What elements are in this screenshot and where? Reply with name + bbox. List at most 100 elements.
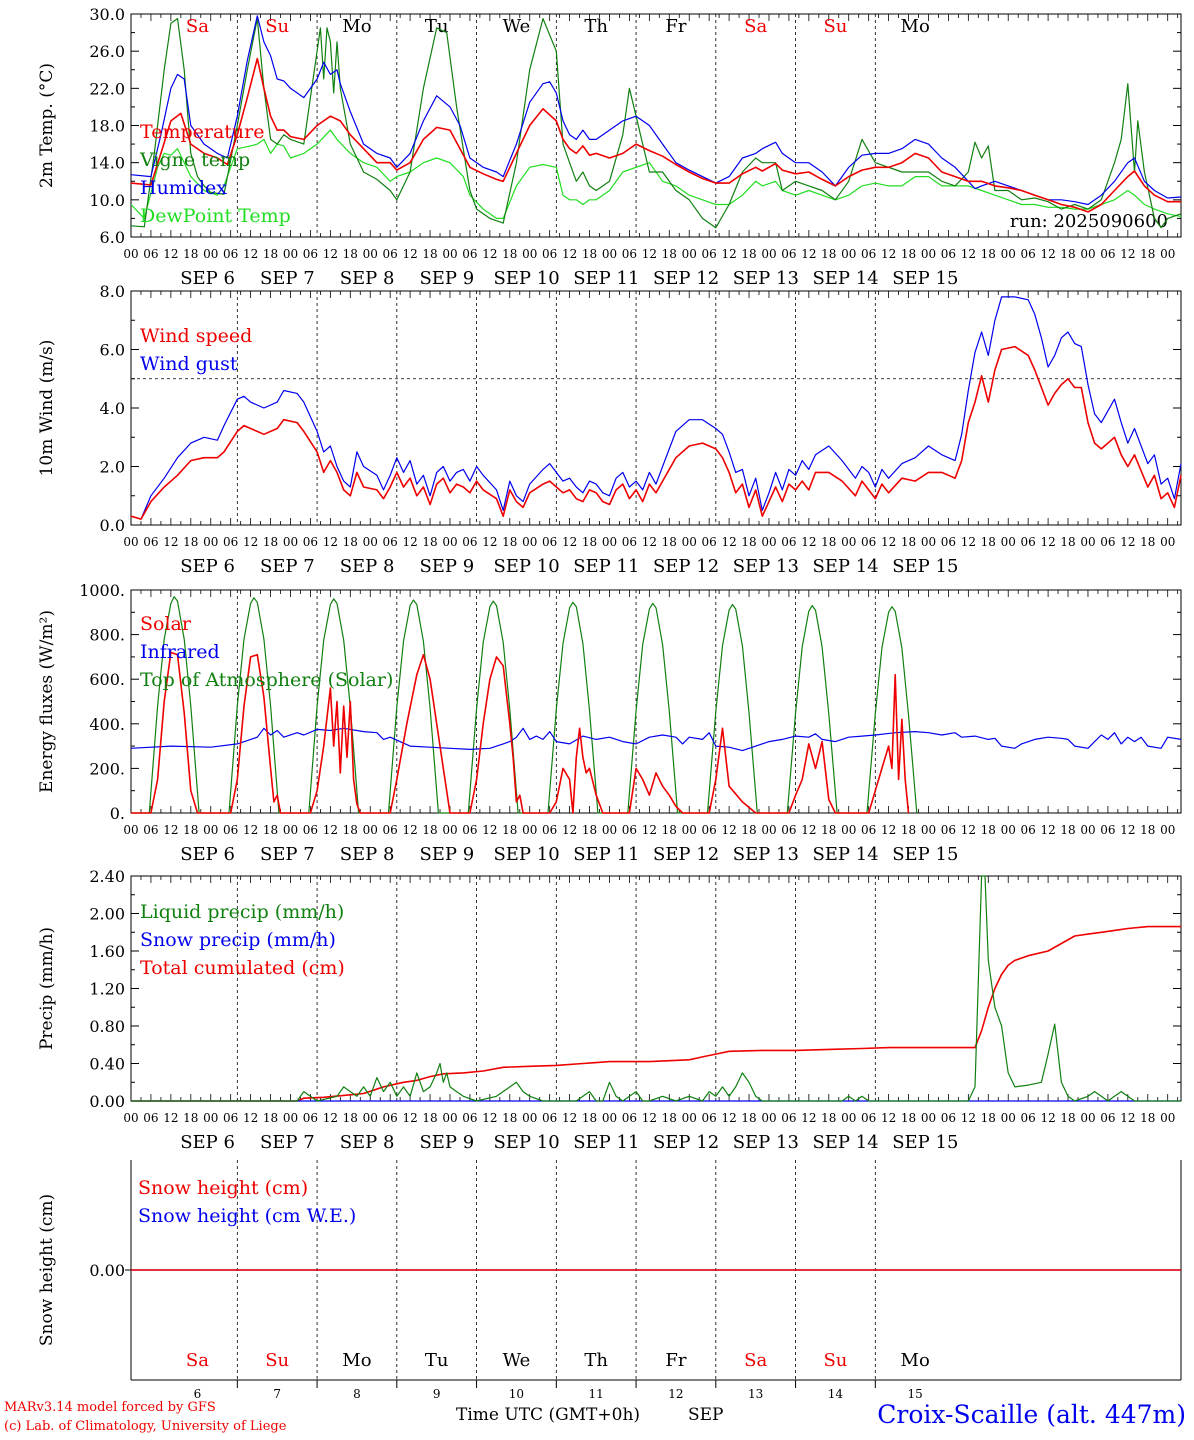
x-hour-label: 12 (482, 1111, 497, 1125)
x-hour-label: 00 (442, 247, 457, 261)
x-hour-label: 18 (662, 823, 677, 837)
weekday-label: We (503, 1350, 531, 1371)
legend-entry: Temperature (140, 121, 264, 143)
x-date-label: SEP 14 (812, 1132, 878, 1153)
y-tick-label: 30.0 (89, 5, 125, 24)
x-hour-label: 06 (542, 1111, 557, 1125)
x-hour-label: 18 (422, 247, 437, 261)
x-hour-label: 18 (183, 1111, 198, 1125)
x-hour-label: 12 (243, 247, 258, 261)
x-hour-label: 06 (622, 247, 637, 261)
legend-entry: Top of Atmosphere (Solar) (140, 669, 393, 691)
y-tick-label: 2.40 (89, 867, 125, 886)
x-hour-label: 18 (741, 247, 756, 261)
x-hour-label: 00 (123, 535, 138, 549)
x-hour-label: 18 (1060, 247, 1075, 261)
x-hour-label: 00 (442, 1111, 457, 1125)
x-hour-label: 18 (741, 1111, 756, 1125)
x-hour-label: 00 (283, 535, 298, 549)
panel-frame (130, 589, 1182, 814)
x-axis-month: SEP (688, 1405, 724, 1425)
day-number-label: 6 (194, 1387, 202, 1401)
panel-5: 0.00 Snow height (cm) Snow height (cm) Snow… (37, 1160, 1182, 1401)
x-hour-label: 18 (343, 247, 358, 261)
x-hour-label: 00 (442, 823, 457, 837)
x-hour-label: 18 (422, 1111, 437, 1125)
legend-entry: DewPoint Temp (140, 205, 291, 227)
x-hour-label: 18 (901, 1111, 916, 1125)
x-date-label: SEP 12 (653, 268, 719, 289)
x-hour-label: 12 (562, 535, 577, 549)
x-hour-label: 00 (123, 247, 138, 261)
x-hour-label: 06 (1100, 535, 1115, 549)
x-hour-label: 12 (163, 823, 178, 837)
x-hour-label: 06 (861, 535, 876, 549)
x-date-label: SEP 11 (573, 268, 639, 289)
x-hour-label: 00 (761, 823, 776, 837)
x-hour-label: 06 (223, 247, 238, 261)
x-hour-label: 00 (1001, 823, 1016, 837)
series-line (131, 875, 1181, 1102)
x-hour-label: 00 (1160, 247, 1175, 261)
x-hour-label: 12 (801, 247, 816, 261)
x-hour-label: 12 (801, 535, 816, 549)
x-hour-label: 06 (303, 823, 318, 837)
x-hour-label: 18 (901, 247, 916, 261)
y-tick-label: 0.00 (89, 1092, 125, 1111)
x-hour-label: 18 (422, 535, 437, 549)
x-hour-label: 18 (502, 247, 517, 261)
y-axis-label: 2m Temp. (°C) (37, 63, 57, 188)
x-hour-label: 00 (841, 823, 856, 837)
x-date-label: SEP 8 (340, 844, 395, 865)
x-hour-label: 06 (622, 535, 637, 549)
y-tick-label: 0.40 (89, 1055, 125, 1074)
x-hour-label: 00 (363, 1111, 378, 1125)
x-date-label: SEP 9 (419, 268, 474, 289)
x-hour-label: 12 (642, 1111, 657, 1125)
x-date-label: SEP 13 (733, 844, 799, 865)
x-hour-label: 00 (841, 1111, 856, 1125)
credit-line-2: (c) Lab. of Climatology, University of L… (4, 1419, 287, 1434)
x-hour-label: 12 (642, 535, 657, 549)
x-date-label: SEP 6 (180, 556, 235, 577)
weekday-label: Mo (342, 1350, 371, 1371)
x-date-label: SEP 12 (653, 556, 719, 577)
x-hour-label: 12 (1120, 823, 1135, 837)
x-hour-label: 06 (303, 535, 318, 549)
x-date-label: SEP 7 (260, 844, 315, 865)
y-tick-label: 26.0 (89, 42, 125, 61)
x-hour-label: 00 (1080, 247, 1095, 261)
x-date-label: SEP 8 (340, 556, 395, 577)
x-date-label: SEP 9 (419, 556, 474, 577)
y-tick-label: 0. (110, 804, 125, 823)
x-hour-label: 12 (642, 823, 657, 837)
x-hour-label: 18 (422, 823, 437, 837)
x-hour-label: 00 (363, 247, 378, 261)
x-date-label: SEP 15 (892, 844, 958, 865)
weekday-label: Sa (186, 1350, 209, 1371)
x-hour-label: 12 (801, 823, 816, 837)
x-hour-label: 12 (562, 1111, 577, 1125)
x-hour-label: 18 (582, 823, 597, 837)
x-hour-label: 18 (1140, 247, 1155, 261)
x-hour-label: 06 (143, 247, 158, 261)
x-hour-label: 12 (961, 247, 976, 261)
x-hour-label: 12 (402, 247, 417, 261)
y-axis-label: Energy fluxes (W/m²) (37, 610, 57, 793)
x-hour-label: 18 (582, 1111, 597, 1125)
x-date-label: SEP 12 (653, 844, 719, 865)
y-tick-label: 200. (89, 759, 125, 778)
credit-line-1: MARv3.14 model forced by GFS (4, 1400, 216, 1415)
weekday-label: Su (823, 16, 847, 37)
weekday-label: Th (584, 16, 608, 37)
x-hour-label: 00 (761, 535, 776, 549)
x-hour-label: 06 (1100, 247, 1115, 261)
x-hour-label: 00 (602, 247, 617, 261)
day-number-label: 13 (748, 1387, 763, 1401)
x-date-label: SEP 8 (340, 1132, 395, 1153)
weekday-label: Sa (744, 16, 767, 37)
x-date-label: SEP 7 (260, 268, 315, 289)
x-date-label: SEP 7 (260, 1132, 315, 1153)
x-hour-label: 06 (702, 535, 717, 549)
